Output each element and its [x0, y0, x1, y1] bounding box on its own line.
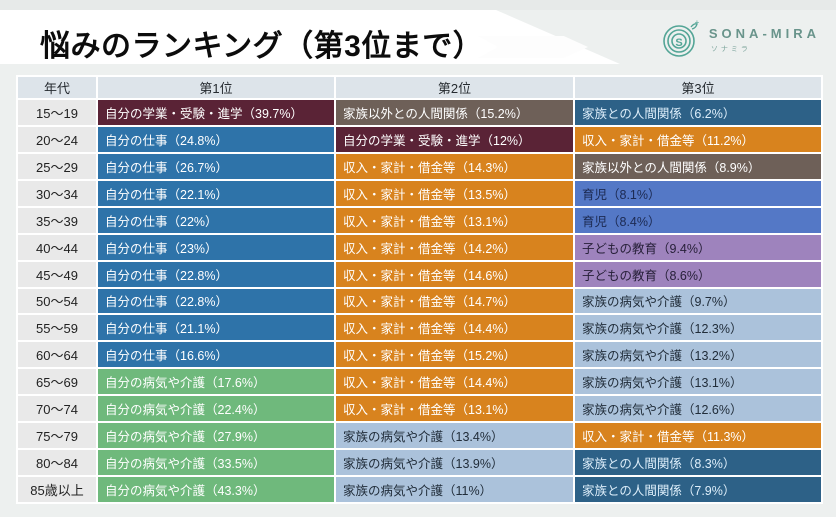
rank1-cell-selfillness: 自分の病気や介護（17.6%）	[98, 369, 334, 395]
age-cell: 30〜34	[18, 180, 96, 206]
column-header-rank3: 第3位	[575, 77, 821, 98]
rank1-cell-work: 自分の仕事（22.1%）	[98, 180, 334, 206]
age-cell: 85歳以上	[18, 477, 96, 502]
rank3-cell-familyrel: 家族との人間関係（6.2%）	[575, 100, 821, 125]
rank3-cell-famillness: 家族の病気や介護（12.3%）	[575, 315, 821, 341]
rank3-cell-familyrel: 家族との人間関係（8.3%）	[575, 450, 821, 476]
age-cell: 35〜39	[18, 207, 96, 233]
rank2-cell-income: 収入・家計・借金等（13.1%）	[336, 207, 573, 233]
rank2-cell-nonfamily: 家族以外との人間関係（15.2%）	[336, 100, 573, 125]
rank2-cell-famillness: 家族の病気や介護（13.4%）	[336, 423, 573, 449]
rank1-cell-selfillness: 自分の病気や介護（33.5%）	[98, 450, 334, 476]
age-cell: 15〜19	[18, 100, 96, 125]
rank1-cell-study: 自分の学業・受験・進学（39.7%）	[98, 100, 334, 125]
rank1-cell-selfillness: 自分の病気や介護（22.4%）	[98, 396, 334, 422]
rank1-cell-work: 自分の仕事（23%）	[98, 234, 334, 260]
rank1-cell-selfillness: 自分の病気や介護（27.9%）	[98, 423, 334, 449]
rank2-cell-income: 収入・家計・借金等（14.2%）	[336, 234, 573, 260]
rank1-cell-work: 自分の仕事（22%）	[98, 207, 334, 233]
age-cell: 50〜54	[18, 288, 96, 314]
rank1-cell-work: 自分の仕事（22.8%）	[98, 261, 334, 287]
age-cell: 70〜74	[18, 396, 96, 422]
arrow-decoration	[478, 36, 588, 58]
age-cell: 65〜69	[18, 369, 96, 395]
rank3-cell-famillness: 家族の病気や介護（13.2%）	[575, 342, 821, 368]
svg-text:S: S	[675, 37, 682, 49]
rank3-cell-childcare: 育児（8.4%）	[575, 207, 821, 233]
column-header-rank1: 第1位	[98, 77, 334, 98]
rank1-cell-work: 自分の仕事（16.6%）	[98, 342, 334, 368]
rank2-cell-income: 収入・家計・借金等（14.6%）	[336, 261, 573, 287]
page-title: 悩みのランキング（第3位まで）	[40, 30, 484, 63]
rank3-cell-famillness: 家族の病気や介護（13.1%）	[575, 369, 821, 395]
age-cell: 80〜84	[18, 450, 96, 476]
rank2-cell-study: 自分の学業・受験・進学（12%）	[336, 126, 573, 152]
svg-text:+: +	[695, 18, 700, 27]
rank1-cell-work: 自分の仕事（26.7%）	[98, 153, 334, 179]
rank2-cell-income: 収入・家計・借金等（14.7%）	[336, 288, 573, 314]
age-cell: 60〜64	[18, 342, 96, 368]
rank3-cell-famillness: 家族の病気や介護（12.6%）	[575, 396, 821, 422]
rank3-cell-familyrel: 家族との人間関係（7.9%）	[575, 477, 821, 502]
rank3-cell-childcare: 育児（8.1%）	[575, 180, 821, 206]
rank1-cell-work: 自分の仕事（21.1%）	[98, 315, 334, 341]
age-cell: 55〜59	[18, 315, 96, 341]
spiral-logo-icon: S +	[660, 17, 702, 66]
rank2-cell-famillness: 家族の病気や介護（11%）	[336, 477, 573, 502]
rank3-cell-nonfamily: 家族以外との人間関係（8.9%）	[575, 153, 821, 179]
rank2-cell-income: 収入・家計・借金等（13.1%）	[336, 396, 573, 422]
rank1-cell-selfillness: 自分の病気や介護（43.3%）	[98, 477, 334, 502]
age-cell: 25〜29	[18, 153, 96, 179]
brand-name-japanese: ソナミラ	[710, 46, 751, 53]
age-cell: 40〜44	[18, 234, 96, 260]
rank2-cell-income: 収入・家計・借金等（14.4%）	[336, 369, 573, 395]
brand-logo: S + SONA-MIRA ソナミラ	[660, 17, 820, 66]
ranking-table: 年代 第1位 第2位 第3位 15〜19 自分の学業・受験・進学（39.7%） 家族以外との…	[16, 75, 823, 504]
rank1-cell-work: 自分の仕事（24.8%）	[98, 126, 334, 152]
rank3-cell-education: 子どもの教育（8.6%）	[575, 261, 821, 287]
brand-name: SONA-MIRA	[708, 26, 820, 41]
rank1-cell-work: 自分の仕事（22.8%）	[98, 288, 334, 314]
rank2-cell-income: 収入・家計・借金等（15.2%）	[336, 342, 573, 368]
rank3-cell-famillness: 家族の病気や介護（9.7%）	[575, 288, 821, 314]
age-cell: 75〜79	[18, 423, 96, 449]
age-cell: 45〜49	[18, 261, 96, 287]
rank3-cell-education: 子どもの教育（9.4%）	[575, 234, 821, 260]
column-header-rank2: 第2位	[336, 77, 573, 98]
age-cell: 20〜24	[18, 126, 96, 152]
brand-name-block: SONA-MIRA ソナミラ	[709, 17, 820, 54]
rank2-cell-income: 収入・家計・借金等（13.5%）	[336, 180, 573, 206]
column-header-age: 年代	[18, 77, 96, 98]
top-strip-decoration	[0, 0, 836, 10]
rank2-cell-famillness: 家族の病気や介護（13.9%）	[336, 450, 573, 476]
rank2-cell-income: 収入・家計・借金等（14.4%）	[336, 315, 573, 341]
rank3-cell-income: 収入・家計・借金等（11.3%）	[575, 423, 821, 449]
rank3-cell-income: 収入・家計・借金等（11.2%）	[575, 126, 821, 152]
rank2-cell-income: 収入・家計・借金等（14.3%）	[336, 153, 573, 179]
